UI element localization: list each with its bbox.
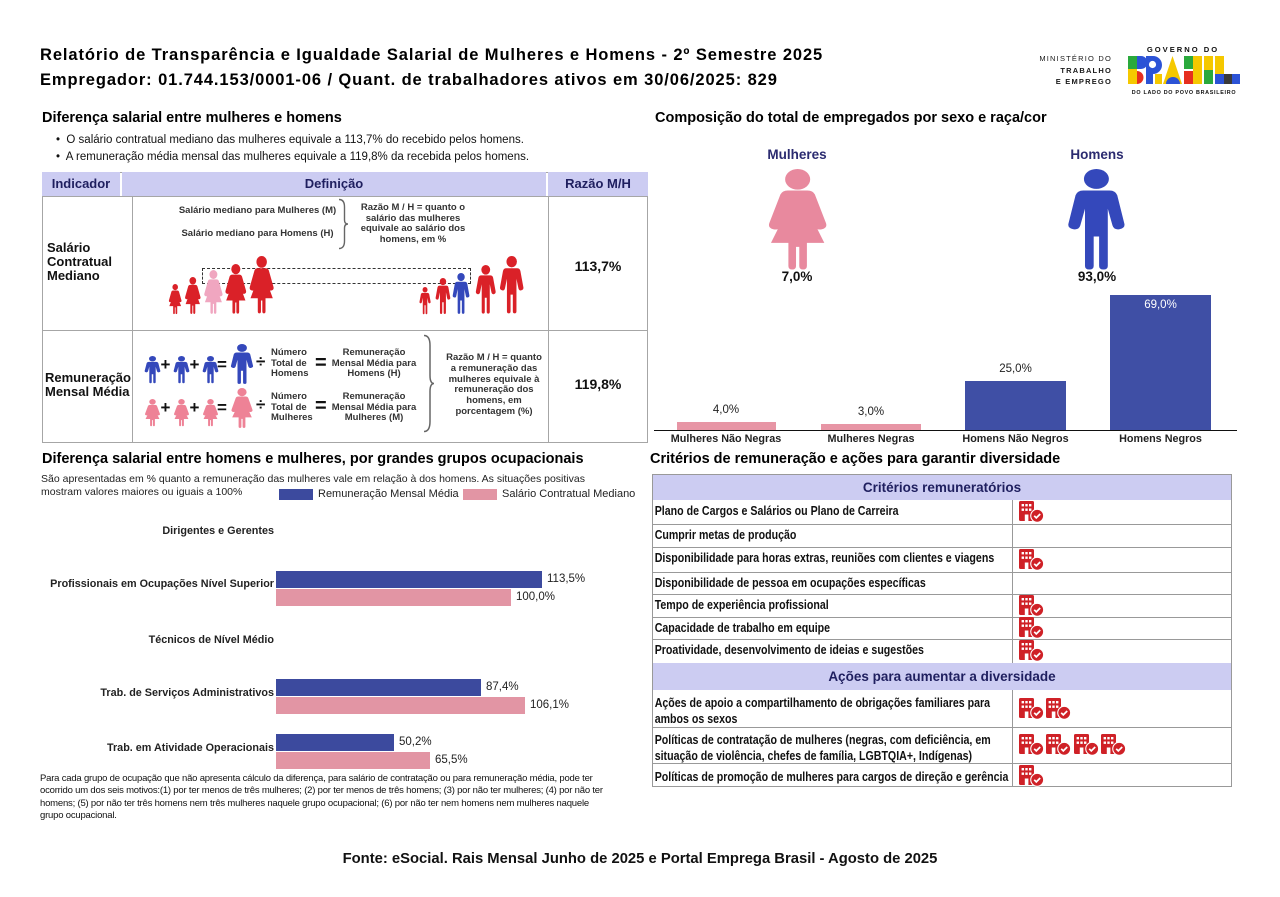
svg-text:GOVERNO DO: GOVERNO DO: [1147, 45, 1219, 54]
svg-text:DO LADO DO POVO BRASILEIRO: DO LADO DO POVO BRASILEIRO: [1132, 90, 1236, 96]
